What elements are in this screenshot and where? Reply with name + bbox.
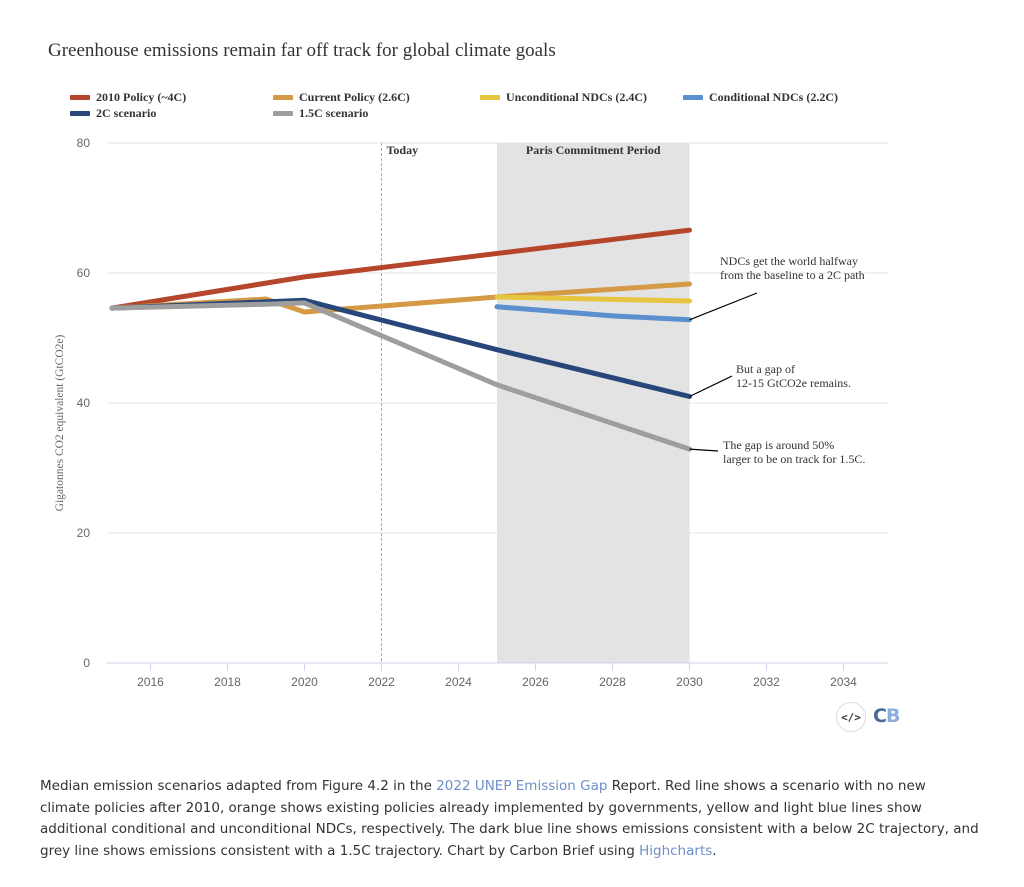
annotation-text: larger to be on track for 1.5C.	[723, 452, 865, 466]
logo-c: C	[873, 705, 887, 727]
plot-band-label: Paris Commitment Period	[526, 143, 661, 157]
x-tick-label: 2022	[368, 675, 395, 689]
legend-swatch	[480, 95, 500, 100]
logo-b: B	[885, 705, 901, 727]
legend-item-2c-scenario[interactable]: 2C scenario	[70, 106, 156, 121]
legend-label: Unconditional NDCs (2.4C)	[506, 90, 648, 104]
legend-label: Current Policy (2.6C)	[299, 90, 410, 104]
legend-swatch	[70, 111, 90, 116]
annotation-text: The gap is around 50%	[723, 438, 834, 452]
y-tick-label: 80	[77, 136, 91, 150]
legend-item-unconditional-ndcs[interactable]: Unconditional NDCs (2.4C)	[480, 90, 647, 105]
legend-swatch	[273, 95, 293, 100]
y-tick-label: 20	[77, 526, 91, 540]
x-tick-label: 2024	[445, 675, 472, 689]
chart-area: Paris Commitment Period Today 0 20 40 60 80 2…	[54, 136, 888, 689]
annotation-connector	[689, 448, 719, 452]
annotation-text: NDCs get the world halfway	[720, 254, 858, 268]
legend-swatch	[273, 111, 293, 116]
legend-item-current-policy[interactable]: Current Policy (2.6C)	[273, 90, 410, 105]
highcharts-link[interactable]: Highcharts	[639, 842, 713, 859]
annotation-text: 12-15 GtCO2e remains.	[736, 376, 851, 390]
chart-caption: Median emission scenarios adapted from F…	[40, 776, 980, 862]
legend-item-2010-policy[interactable]: 2010 Policy (~4C)	[70, 90, 186, 105]
y-axis-title: Gigatonnes CO2 equivalent (GtCO2e)	[54, 335, 66, 512]
code-embed-icon[interactable]: </>	[836, 702, 866, 732]
x-tick-label: 2032	[753, 675, 780, 689]
legend-item-1-5c-scenario[interactable]: 1.5C scenario	[273, 106, 368, 121]
x-tick-label: 2030	[676, 675, 703, 689]
legend-label: 2010 Policy (~4C)	[96, 90, 187, 104]
legend-item-conditional-ndcs[interactable]: Conditional NDCs (2.2C)	[683, 90, 838, 105]
legend-label: 1.5C scenario	[299, 106, 369, 120]
x-tick-label: 2018	[214, 675, 241, 689]
y-tick-label: 0	[83, 656, 90, 670]
unep-report-link[interactable]: 2022 UNEP Emission Gap	[436, 778, 608, 794]
x-tick-label: 2026	[522, 675, 549, 689]
legend-label: 2C scenario	[96, 106, 157, 120]
chart-title: Greenhouse emissions remain far off trac…	[48, 40, 556, 61]
carbon-brief-logo: CB	[873, 705, 901, 727]
annotation-text: But a gap of	[736, 362, 795, 376]
caption-text: Median emission scenarios adapted from F…	[40, 778, 437, 794]
caption-text: .	[712, 842, 717, 859]
annotation-text: from the baseline to a 2C path	[720, 268, 865, 282]
y-tick-label: 40	[77, 396, 91, 410]
plot-line-label: Today	[387, 143, 419, 157]
series-line-2010-policy-4c-	[109, 227, 692, 311]
x-tick-label: 2028	[599, 675, 626, 689]
annotation-connector	[689, 375, 733, 398]
caption-text: Report. Red line shows a scenario with n…	[40, 778, 979, 859]
legend-swatch	[683, 95, 703, 100]
x-tick-label: 2034	[830, 675, 857, 689]
series-line-1-5c-scenario	[109, 300, 692, 452]
annotation-connector	[689, 292, 758, 321]
series-line-unconditional-ndcs-2-4c-	[494, 294, 692, 304]
embed-label: </>	[841, 710, 861, 724]
legend-label: Conditional NDCs (2.2C)	[709, 90, 839, 104]
x-tick-label: 2016	[137, 675, 164, 689]
y-tick-label: 60	[77, 266, 91, 280]
series-line-conditional-ndcs-2-2c-	[494, 304, 692, 323]
x-tick-label: 2020	[291, 675, 318, 689]
legend-swatch	[70, 95, 90, 100]
